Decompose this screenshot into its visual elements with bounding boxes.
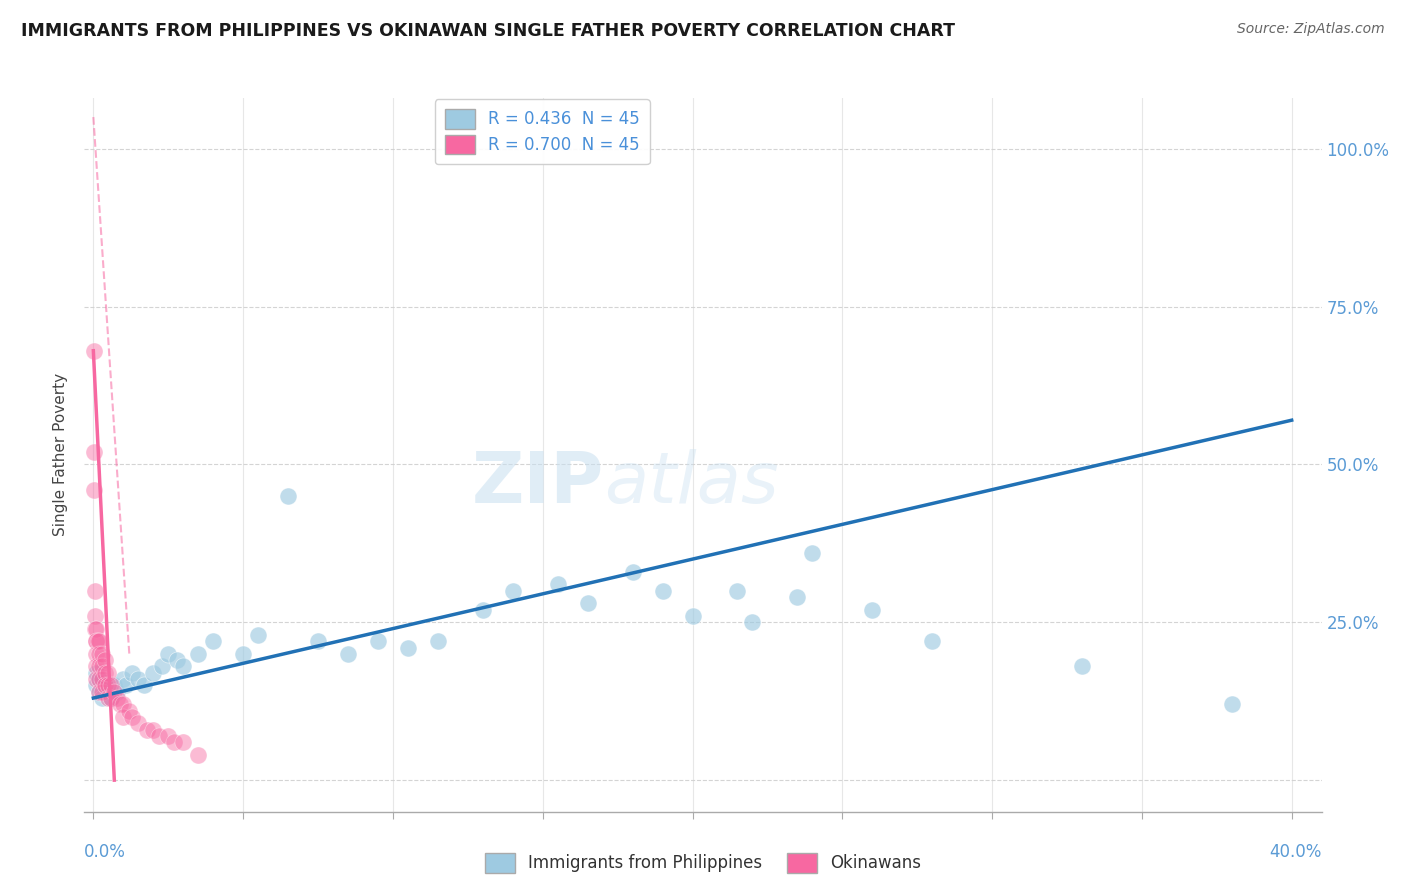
Point [367, 634, 389, 648]
Point [86, 672, 108, 686]
Point [142, 723, 165, 737]
Legend: R = 0.436  N = 45, R = 0.700  N = 45: R = 0.436 N = 45, R = 0.700 N = 45 [434, 99, 650, 164]
Point [247, 628, 270, 642]
Point [172, 659, 194, 673]
Point [148, 729, 170, 743]
Point [89, 659, 111, 673]
Point [86, 622, 108, 636]
Point [860, 602, 883, 616]
Point [105, 684, 128, 698]
Point [100, 691, 122, 706]
Point [97, 684, 120, 698]
Point [136, 723, 159, 737]
Point [86, 634, 108, 648]
Point [801, 546, 824, 560]
Point [89, 634, 111, 648]
Point [91, 647, 114, 661]
Text: 40.0%: 40.0% [1270, 843, 1322, 861]
Point [202, 634, 225, 648]
Point [232, 647, 254, 661]
Point [94, 665, 117, 680]
Point [97, 678, 120, 692]
Point [86, 665, 108, 680]
Point [94, 678, 117, 692]
Point [547, 577, 569, 591]
Point [94, 653, 117, 667]
Point [87, 634, 110, 648]
Point [786, 590, 808, 604]
Point [576, 596, 599, 610]
Point [89, 647, 111, 661]
Point [172, 735, 194, 749]
Y-axis label: Single Father Poverty: Single Father Poverty [53, 374, 69, 536]
Point [91, 691, 114, 706]
Point [89, 672, 111, 686]
Point [166, 653, 188, 667]
Point [307, 634, 329, 648]
Point [621, 565, 644, 579]
Point [115, 678, 138, 692]
Point [91, 684, 114, 698]
Point [121, 710, 143, 724]
Point [1071, 659, 1094, 673]
Point [277, 489, 299, 503]
Point [118, 704, 141, 718]
Point [112, 672, 135, 686]
Point [502, 583, 524, 598]
Point [121, 665, 143, 680]
Point [91, 659, 114, 673]
Point [163, 735, 186, 749]
Point [100, 691, 122, 706]
Point [157, 729, 180, 743]
Point [471, 602, 494, 616]
Point [89, 684, 111, 698]
Point [83, 343, 105, 358]
Point [741, 615, 763, 630]
Point [84, 622, 107, 636]
Point [426, 634, 449, 648]
Point [127, 716, 149, 731]
Point [89, 672, 111, 686]
Point [727, 583, 749, 598]
Text: ZIP: ZIP [472, 449, 605, 518]
Point [83, 583, 105, 598]
Point [97, 665, 120, 680]
Point [103, 678, 125, 692]
Point [187, 647, 209, 661]
Point [97, 691, 120, 706]
Point [651, 583, 673, 598]
Point [150, 659, 173, 673]
Text: atlas: atlas [605, 449, 779, 518]
Point [86, 659, 108, 673]
Point [83, 609, 105, 624]
Point [110, 698, 132, 712]
Point [337, 647, 360, 661]
Point [396, 640, 419, 655]
Point [187, 747, 209, 762]
Point [100, 678, 122, 692]
Point [921, 634, 943, 648]
Point [142, 665, 165, 680]
Point [89, 684, 111, 698]
Point [112, 698, 135, 712]
Point [94, 678, 117, 692]
Text: 0.0%: 0.0% [84, 843, 127, 861]
Point [91, 672, 114, 686]
Text: Source: ZipAtlas.com: Source: ZipAtlas.com [1237, 22, 1385, 37]
Text: IMMIGRANTS FROM PHILIPPINES VS OKINAWAN SINGLE FATHER POVERTY CORRELATION CHART: IMMIGRANTS FROM PHILIPPINES VS OKINAWAN … [21, 22, 955, 40]
Legend: Immigrants from Philippines, Okinawans: Immigrants from Philippines, Okinawans [478, 847, 928, 880]
Point [112, 710, 135, 724]
Point [682, 609, 704, 624]
Point [134, 678, 156, 692]
Point [86, 678, 108, 692]
Point [83, 444, 105, 458]
Point [127, 672, 149, 686]
Point [105, 691, 128, 706]
Point [86, 647, 108, 661]
Point [83, 483, 105, 497]
Point [103, 684, 125, 698]
Point [1220, 698, 1243, 712]
Point [84, 634, 107, 648]
Point [157, 647, 180, 661]
